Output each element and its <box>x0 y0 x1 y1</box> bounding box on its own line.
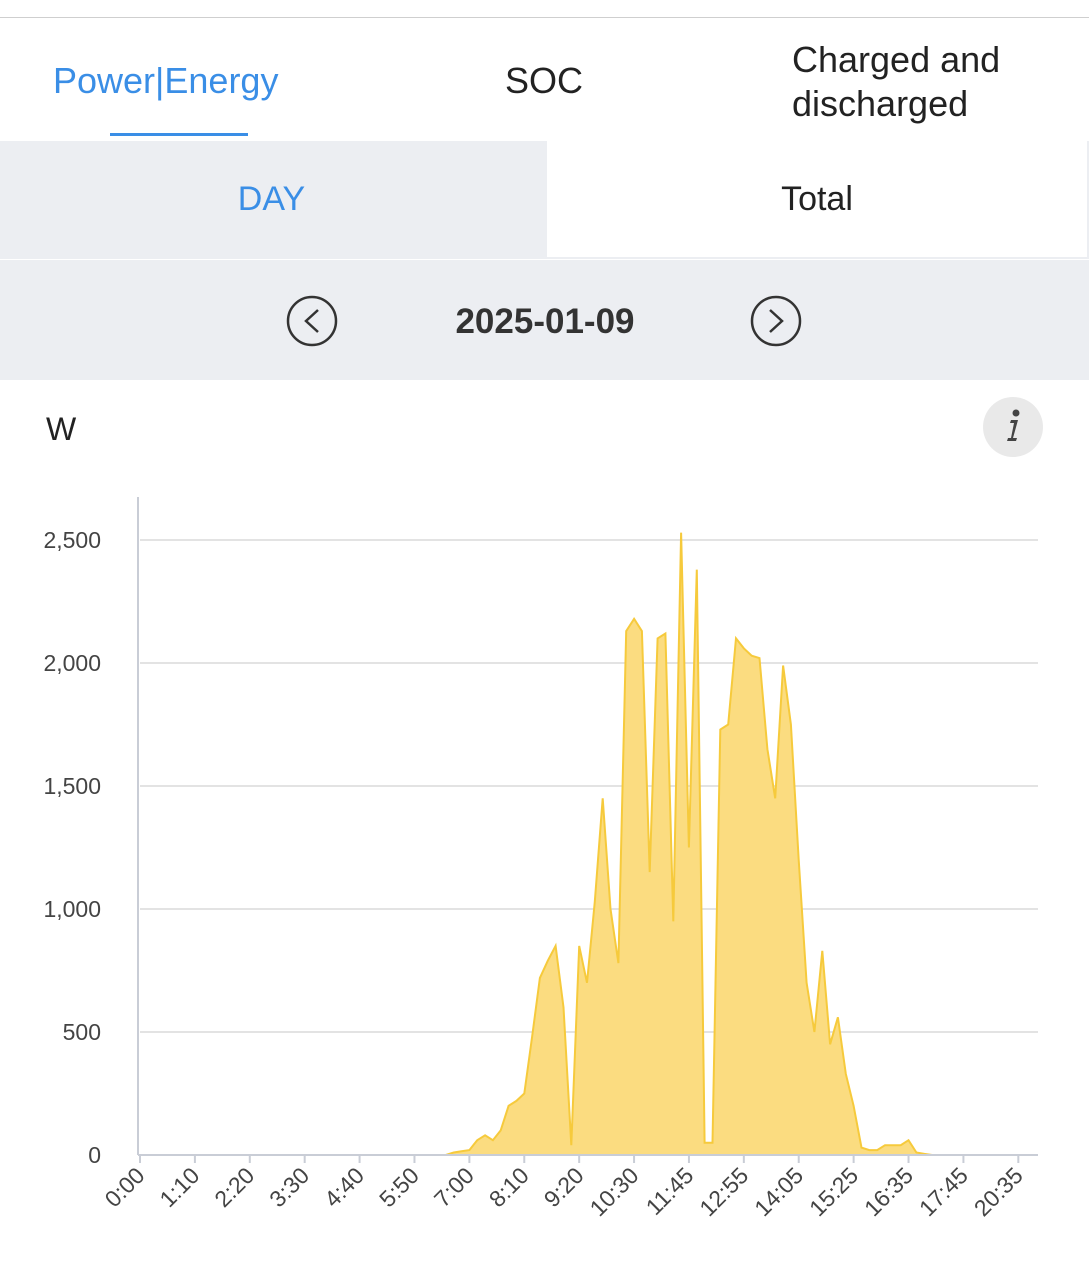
tab[interactable]: SOC <box>505 60 584 101</box>
y-tick-label: 2,000 <box>43 650 101 676</box>
y-tick-label: 0 <box>88 1142 101 1168</box>
x-tick-label: 12:55 <box>694 1162 753 1221</box>
tab[interactable]: Power|Energy <box>53 60 279 101</box>
chart: W 0 500 1,000 1,500 2,000 2,500 0:00 1:10 2:20 3:… <box>43 397 1043 1221</box>
period-tab[interactable]: Total <box>547 141 1087 257</box>
x-tick-label: 4:40 <box>319 1162 369 1212</box>
x-tick-label: 3:30 <box>264 1162 314 1212</box>
date: 2025-01-09 <box>455 302 634 341</box>
prev-button[interactable] <box>286 295 338 347</box>
x-tick-label: 14:05 <box>749 1162 808 1221</box>
tab-underline <box>110 133 248 136</box>
y-tick-label: 1,500 <box>43 773 101 799</box>
x-tick-label: 11:45 <box>641 1162 699 1220</box>
tab-bar: Power|Energy SOC Charged and discharged <box>0 17 1089 141</box>
x-tick-label: 2:20 <box>209 1162 259 1212</box>
x-tick-label: 1:10 <box>154 1162 204 1212</box>
next-button[interactable] <box>750 295 802 347</box>
unit-label: W <box>46 411 77 447</box>
x-tick-label: 17:45 <box>914 1162 973 1221</box>
x-tick-label: 10:30 <box>585 1162 644 1221</box>
x-tick-label: 20:35 <box>969 1162 1028 1221</box>
x-tick-label: 16:35 <box>859 1162 918 1221</box>
period-tab[interactable]: DAY <box>237 180 306 218</box>
tab[interactable]: Charged and discharged <box>792 39 1001 124</box>
x-tick-label: 7:00 <box>429 1162 479 1212</box>
x-tick-label: 0:00 <box>99 1162 149 1212</box>
area <box>140 532 1034 1155</box>
y-tick-label: 1,000 <box>43 896 101 922</box>
period-tabs: DAY Total <box>0 141 1089 259</box>
y-tick-label: 500 <box>63 1019 101 1045</box>
x-tick-label: 9:20 <box>539 1162 589 1212</box>
x-tick-label: 5:50 <box>374 1162 424 1212</box>
y-tick-label: 2,500 <box>43 527 101 553</box>
info-button[interactable] <box>983 397 1043 457</box>
x-tick-label: 8:10 <box>484 1162 534 1212</box>
x-tick-label: 15:25 <box>804 1162 863 1221</box>
date-nav: 2025-01-09 <box>286 295 802 347</box>
date-row: 2025-01-09 <box>0 260 1089 380</box>
